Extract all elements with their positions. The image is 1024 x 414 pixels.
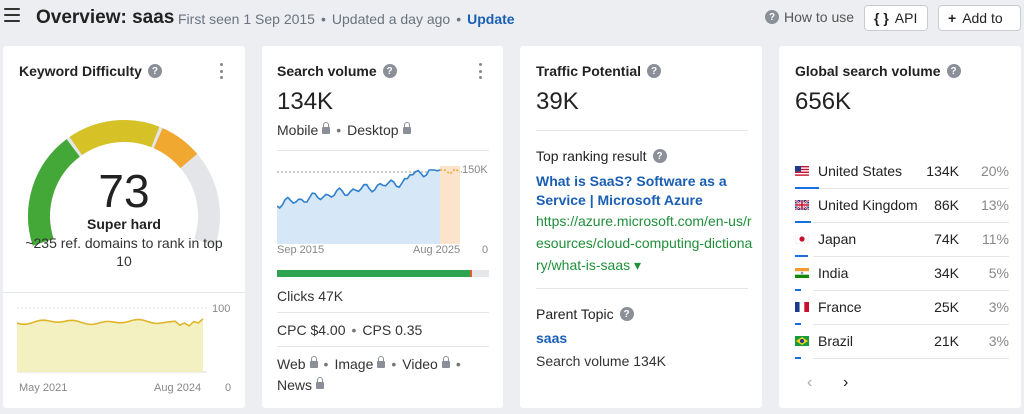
gauge-segment-green <box>28 139 81 246</box>
country-row-united-kingdom[interactable]: United Kingdom 86K 13% <box>793 189 1009 223</box>
how-to-use-link[interactable]: ? How to use <box>765 9 854 25</box>
more-options-icon[interactable] <box>220 63 224 79</box>
forecast-band <box>440 166 460 244</box>
help-icon[interactable]: ? <box>647 64 662 78</box>
update-link[interactable]: Update <box>467 11 515 27</box>
page-meta: First seen 1 Sep 2015 • Updated a day ago •… <box>178 11 515 27</box>
top-result-url[interactable]: https://azure.microsoft.com/en-us/resour… <box>536 213 753 273</box>
flag-france-icon <box>795 302 809 312</box>
add-to-button[interactable]: + Add to <box>938 5 1021 31</box>
card-title: Search volume ? <box>277 63 397 79</box>
country-row-france[interactable]: France 25K 3% <box>793 291 1009 325</box>
parent-topic-label: Parent Topic ? <box>536 306 634 322</box>
prev-page-icon[interactable]: ‹ <box>807 374 813 391</box>
add-to-label: Add to <box>962 10 1003 26</box>
keyword-difficulty-card: Keyword Difficulty ? 73 Super hard ~235 … <box>3 46 245 408</box>
gauge-segment-yellow <box>69 120 160 156</box>
updated-time: Updated a day ago <box>331 11 451 27</box>
parent-topic-link[interactable]: saas <box>536 330 568 346</box>
country-share-bar <box>795 323 801 325</box>
help-icon[interactable]: ? <box>619 307 634 321</box>
country-row-japan[interactable]: Japan 74K 11% <box>793 223 1009 257</box>
card-title: Global search volume ? <box>795 63 961 79</box>
page-header: Overview: saas First seen 1 Sep 2015 • Upd… <box>0 0 1024 38</box>
lock-icon <box>441 355 450 368</box>
card-title: Traffic Potential ? <box>536 63 662 79</box>
country-share-bar <box>795 187 819 189</box>
how-to-use-label: How to use <box>784 9 855 25</box>
kd-value: 73 <box>98 165 150 217</box>
serp-features: Web • Image • Video • <box>277 355 461 372</box>
caret-down-icon[interactable]: ▾ <box>634 257 642 273</box>
search-volume-card: Search volume ? 134K Mobile • Desktop 150K… <box>262 46 503 408</box>
serp-features-news: News <box>277 376 325 393</box>
clicks-bar <box>277 270 489 277</box>
country-row-india[interactable]: India 34K 5% <box>793 257 1009 291</box>
country-share-bar <box>795 221 811 223</box>
plus-icon: + <box>948 10 957 26</box>
kd-history-chart <box>17 307 207 373</box>
help-icon[interactable]: ? <box>652 149 667 163</box>
device-split: Mobile • Desktop <box>277 121 411 138</box>
country-share-bar <box>795 289 801 291</box>
flag-brazil-icon <box>795 336 809 346</box>
flag-uk-icon <box>795 200 809 210</box>
lock-icon <box>402 121 411 134</box>
kd-gauge <box>28 119 220 246</box>
global-volume-value: 656K <box>795 88 852 115</box>
help-icon[interactable]: ? <box>946 64 961 78</box>
lock-icon <box>377 355 386 368</box>
api-button[interactable]: { } API <box>864 5 928 31</box>
search-volume-value: 134K <box>277 88 334 115</box>
search-volume-chart <box>277 166 462 244</box>
flag-japan-icon <box>795 234 809 244</box>
traffic-potential-card: Traffic Potential ? 39K Top ranking resu… <box>520 46 762 408</box>
kd-difficulty-label: Super hard <box>87 216 161 232</box>
lock-icon <box>316 376 325 389</box>
kd-description: ~235 ref. domains to rank in top 10 <box>25 235 223 269</box>
traffic-potential-value: 39K <box>536 88 579 115</box>
cpc-cps: CPC $4.00 • CPS 0.35 <box>277 322 423 338</box>
country-share-bar <box>795 255 809 257</box>
parent-topic-volume: Search volume 134K <box>536 353 666 369</box>
code-braces-icon: { } <box>874 10 889 26</box>
global-search-volume-card: Global search volume ? 656K United State… <box>779 46 1021 408</box>
gauge-segment-orange <box>153 128 198 169</box>
top-result-title-link[interactable]: What is SaaS? Software as a Service | Mi… <box>536 173 727 208</box>
country-share-bar <box>795 357 801 359</box>
country-row-united-states[interactable]: United States 134K 20% <box>793 155 1009 189</box>
lock-icon <box>322 121 331 134</box>
help-icon[interactable]: ? <box>147 64 162 78</box>
next-page-icon[interactable]: › <box>843 374 849 391</box>
more-options-icon[interactable] <box>479 63 483 79</box>
card-title: Keyword Difficulty ? <box>19 63 162 79</box>
help-icon[interactable]: ? <box>382 64 397 78</box>
page-title: Overview: saas <box>36 7 175 28</box>
top-ranking-label: Top ranking result ? <box>536 148 667 164</box>
country-row-brazil[interactable]: Brazil 21K 3% <box>793 325 1009 359</box>
help-icon: ? <box>765 10 779 24</box>
lock-icon <box>309 355 318 368</box>
first-seen: First seen 1 Sep 2015 <box>178 11 315 27</box>
clicks-count: Clicks 47K <box>277 288 344 304</box>
menu-icon[interactable] <box>4 8 20 22</box>
flag-india-icon <box>795 268 809 278</box>
flag-us-icon <box>795 166 809 176</box>
api-label: API <box>894 10 918 26</box>
